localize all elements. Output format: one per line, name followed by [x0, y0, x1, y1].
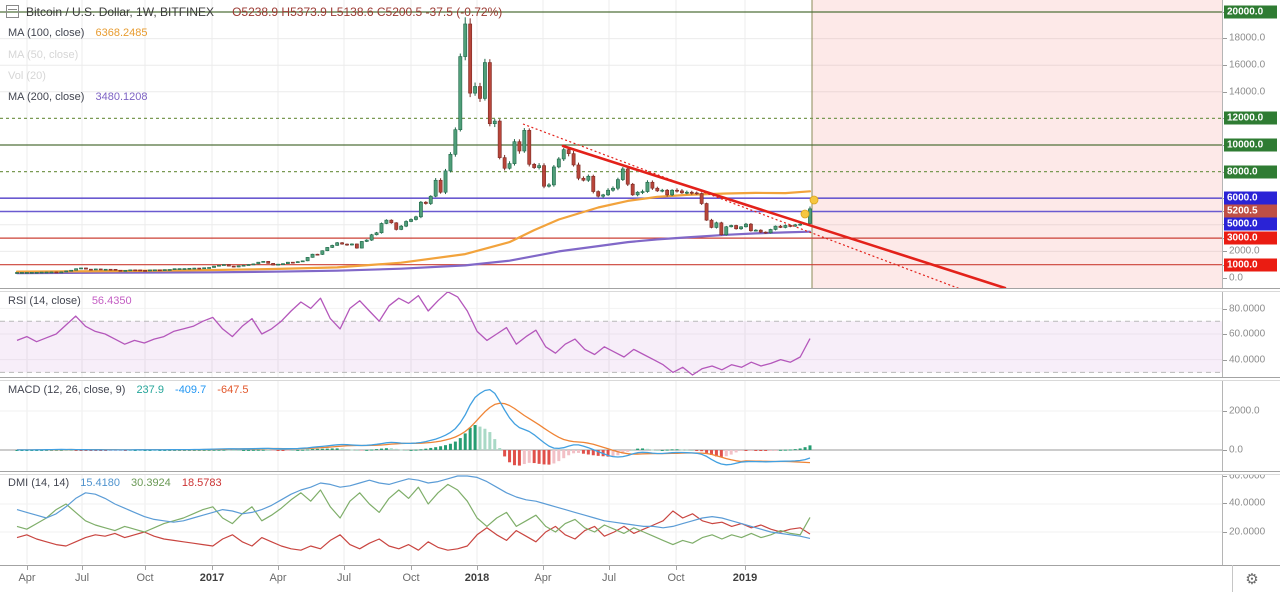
price-badge: 3000.0 — [1224, 231, 1277, 245]
price-badge: 8000.0 — [1224, 165, 1277, 179]
dmi-plus-di-value: 30.3924 — [131, 477, 171, 489]
time-tick — [27, 566, 28, 570]
time-tick — [278, 566, 279, 570]
ma50-label: MA (50, close) — [8, 49, 79, 61]
axis-label: 60.0000 — [1229, 328, 1266, 340]
symbol-title[interactable]: Bitcoin / U.S. Dollar, 1W, BITFINEX — [26, 5, 215, 19]
time-tick — [344, 566, 345, 570]
time-label: Oct — [402, 572, 420, 584]
axis-tick — [1223, 334, 1227, 335]
axis-tick — [1223, 360, 1227, 361]
ma100-value: 6368.2485 — [95, 27, 148, 39]
macd-label: MACD (12, 26, close, 9) — [8, 384, 126, 396]
ma100-legend[interactable]: MA (100, close) 6368.2485 — [8, 27, 147, 39]
price-badge: 6000.0 — [1224, 191, 1277, 205]
macd-line-value: -409.7 — [175, 384, 207, 396]
symbol-title-row: Bitcoin / U.S. Dollar, 1W, BITFINEX O5238… — [6, 5, 502, 19]
ohlc-values: O5238.9 H5373.9 L5138.6 C5200.5 -37.5 (-… — [232, 5, 503, 19]
axis-label: 14000.0 — [1229, 86, 1266, 98]
chart-canvas[interactable] — [0, 0, 1222, 565]
axis-settings-gear-icon[interactable]: ⚙ — [1240, 570, 1264, 590]
time-axis[interactable]: Apr Jul Oct 2017 Apr Jul Oct 2018 Apr Jul Oct 2019 — [0, 565, 1280, 592]
time-tick — [609, 566, 610, 570]
ma200-value: 3480.1208 — [95, 91, 148, 103]
vol-legend-hidden[interactable]: Vol (20) — [8, 70, 46, 82]
macd-legend[interactable]: MACD (12, 26, close, 9) 237.9 -409.7 -64… — [8, 384, 249, 396]
axis-label: 80.0000 — [1229, 303, 1266, 315]
macd-signal-value: -647.5 — [217, 384, 249, 396]
ma100-label: MA (100, close) — [8, 27, 85, 39]
pane-separator[interactable] — [0, 288, 1280, 292]
rsi-value: 56.4350 — [91, 295, 132, 307]
axis-label: 16000.0 — [1229, 59, 1266, 71]
axis-label: 0.0 — [1229, 272, 1243, 284]
price-badge: 20000.0 — [1224, 5, 1277, 19]
axis-tick — [1223, 251, 1227, 252]
price-badge: 10000.0 — [1224, 138, 1277, 152]
time-label: Apr — [18, 572, 36, 584]
time-label: 2017 — [199, 572, 225, 584]
axis-tick — [1223, 92, 1227, 93]
ma200-legend[interactable]: MA (200, close) 3480.1208 — [8, 91, 147, 103]
time-label: Apr — [534, 572, 552, 584]
macd-hist-value: 237.9 — [136, 384, 164, 396]
time-label: Jul — [601, 572, 617, 584]
axis-tick — [1223, 503, 1227, 504]
axis-tick — [1223, 450, 1227, 451]
axis-label: 60.0000 — [1229, 470, 1266, 482]
price-axis[interactable]: 20000.0 18000.0 16000.0 14000.0 12000.0 10000… — [1222, 0, 1280, 592]
pane-separator[interactable] — [0, 471, 1280, 475]
time-label: Oct — [136, 572, 154, 584]
dmi-label: DMI (14, 14) — [8, 477, 70, 489]
axis-tick — [1223, 65, 1227, 66]
time-tick — [543, 566, 544, 570]
price-badge: 5000.0 — [1224, 217, 1277, 231]
axis-label: 2000.0 — [1229, 245, 1260, 257]
time-label: 2018 — [464, 572, 490, 584]
rsi-legend[interactable]: RSI (14, close) 56.4350 — [8, 295, 132, 307]
time-label: Apr — [269, 572, 287, 584]
time-tick — [82, 566, 83, 570]
dmi-adx-value: 15.4180 — [80, 477, 120, 489]
vol-label: Vol (20) — [8, 70, 46, 82]
axis-label: 40.0000 — [1229, 354, 1266, 366]
axis-tick — [1223, 411, 1227, 412]
axis-tick — [1223, 532, 1227, 533]
time-tick — [411, 566, 412, 570]
price-badge: 5200.5 — [1224, 204, 1277, 218]
panel-collapse-icon[interactable] — [6, 5, 19, 18]
time-label: Oct — [667, 572, 685, 584]
time-label: Jul — [336, 572, 352, 584]
rsi-label: RSI (14, close) — [8, 295, 81, 307]
time-tick — [145, 566, 146, 570]
price-badge: 1000.0 — [1224, 258, 1277, 272]
time-tick — [676, 566, 677, 570]
axis-corner-divider — [1232, 565, 1233, 592]
price-badge: 12000.0 — [1224, 111, 1277, 125]
axis-label: 20.0000 — [1229, 526, 1266, 538]
time-label: Jul — [74, 572, 90, 584]
axis-tick — [1223, 38, 1227, 39]
pane-separator[interactable] — [0, 377, 1280, 381]
time-label: 2019 — [732, 572, 758, 584]
axis-tick — [1223, 476, 1227, 477]
axis-label: 40.0000 — [1229, 497, 1266, 509]
axis-tick — [1223, 309, 1227, 310]
ma200-label: MA (200, close) — [8, 91, 85, 103]
dmi-minus-di-value: 18.5783 — [181, 477, 222, 489]
axis-label: 2000.0 — [1229, 405, 1260, 417]
dmi-legend[interactable]: DMI (14, 14) 15.4180 30.3924 18.5783 — [8, 477, 222, 489]
axis-tick — [1223, 278, 1227, 279]
ma50-legend-hidden[interactable]: MA (50, close) — [8, 49, 78, 61]
axis-label: 0.0 — [1229, 444, 1243, 456]
axis-label: 18000.0 — [1229, 32, 1266, 44]
time-tick — [745, 566, 746, 570]
time-tick — [477, 566, 478, 570]
time-tick — [212, 566, 213, 570]
